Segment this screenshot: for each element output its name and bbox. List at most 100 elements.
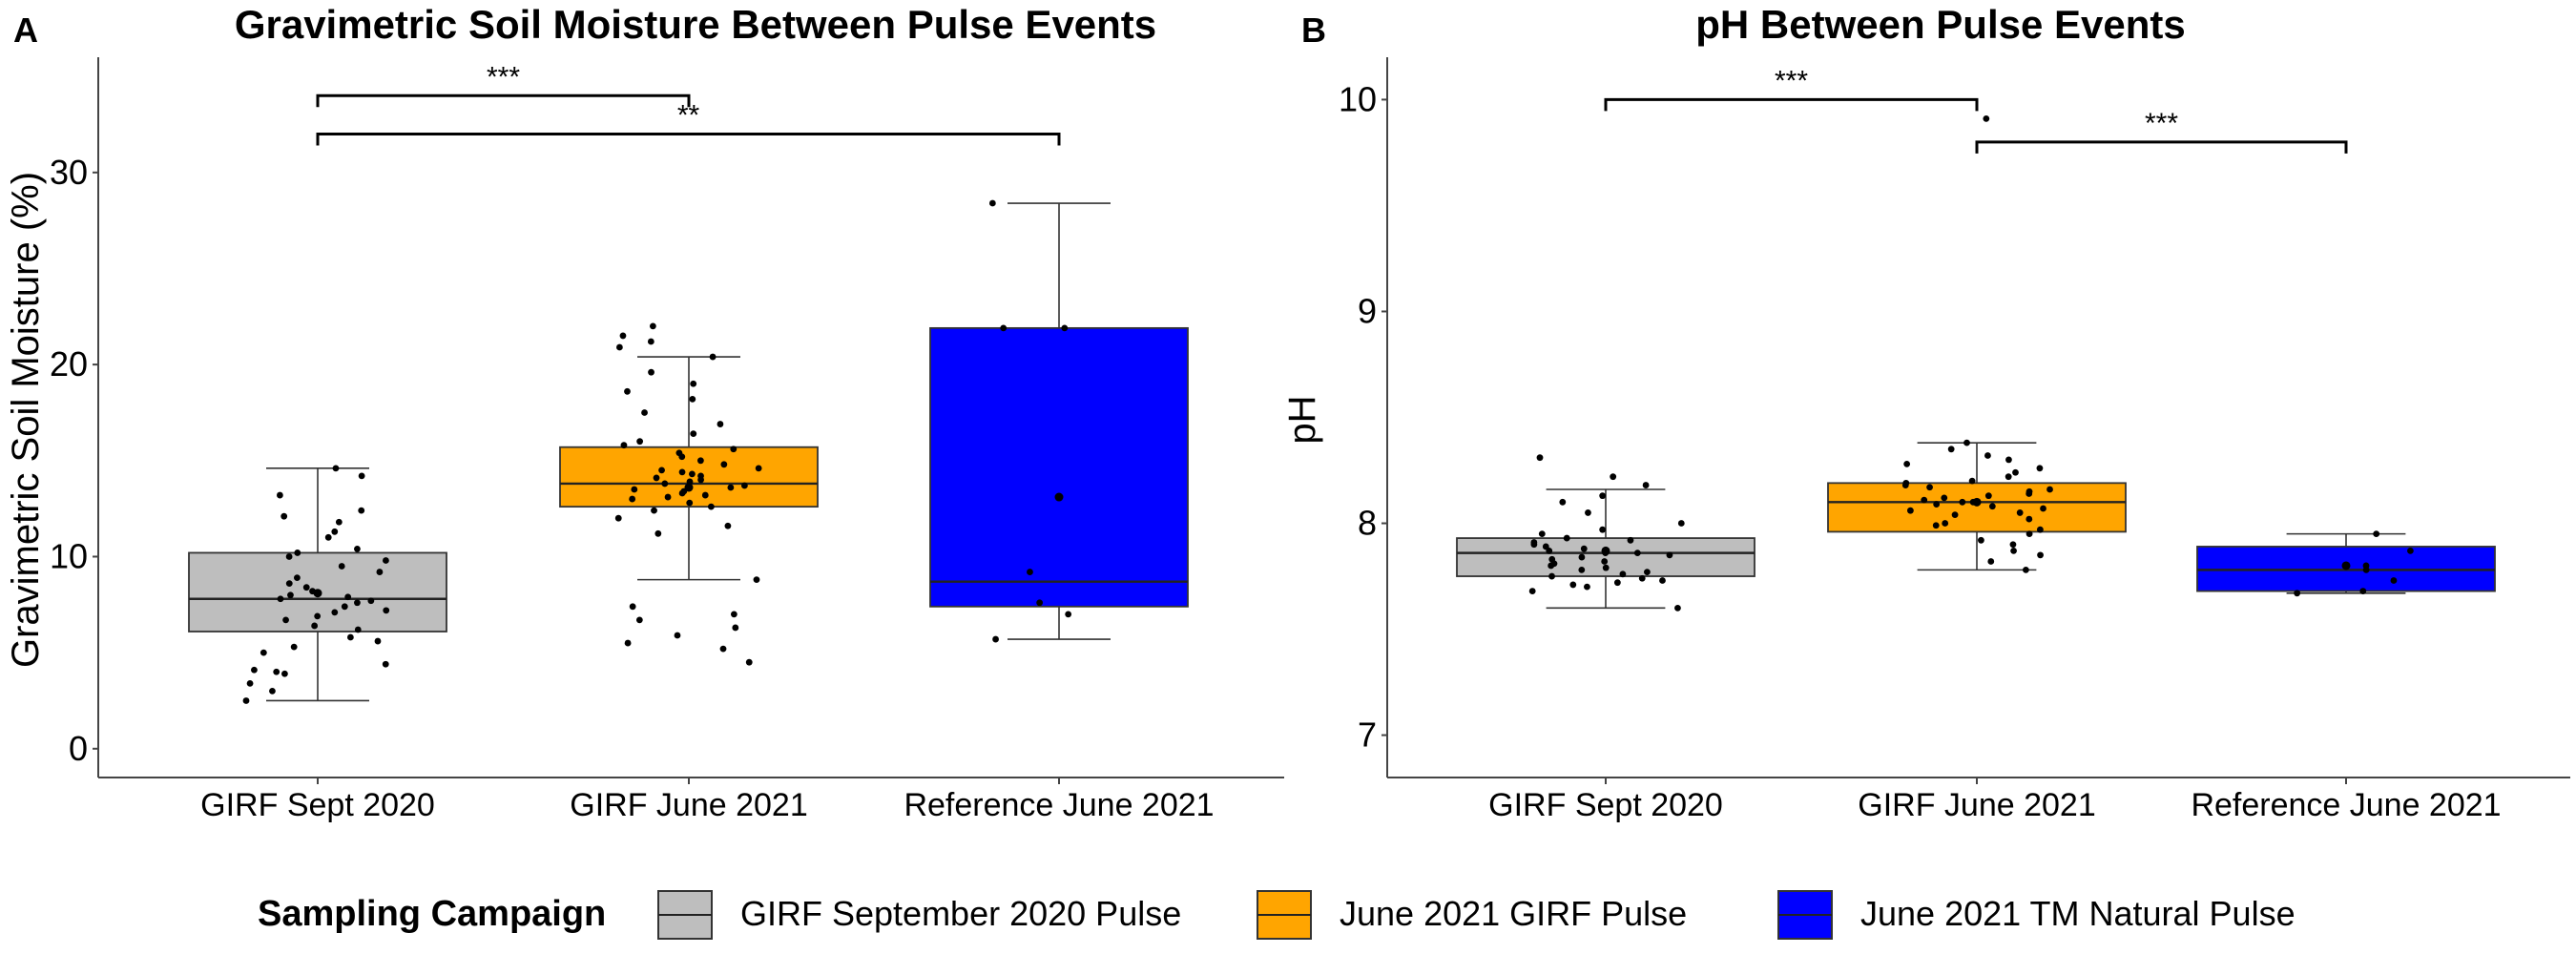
- data-point: [1548, 572, 1555, 580]
- data-point: [1036, 599, 1044, 607]
- data-point: [732, 624, 739, 632]
- data-point: [755, 465, 762, 472]
- data-point: [280, 512, 288, 520]
- data-point: [1984, 452, 1991, 459]
- box-group: [559, 322, 819, 666]
- x-tick-label: GIRF Sept 2020: [200, 787, 435, 823]
- data-point: [383, 607, 390, 614]
- data-point: [1926, 484, 1933, 491]
- legend-key-gray: [657, 890, 713, 940]
- data-point: [620, 442, 628, 449]
- data-point: [1065, 611, 1072, 618]
- data-point: [661, 480, 669, 487]
- data-point: [1584, 583, 1590, 591]
- x-tick-label: GIRF June 2021: [570, 787, 807, 823]
- data-point: [614, 514, 622, 522]
- data-point: [1921, 496, 1928, 504]
- legend: Sampling Campaign GIRF September 2020 Pu…: [258, 890, 2296, 940]
- data-point: [1987, 558, 1995, 565]
- data-point: [674, 632, 681, 639]
- data-point: [1932, 522, 1940, 529]
- y-tick-label: 0: [69, 729, 88, 768]
- data-point: [686, 499, 694, 507]
- data-point: [1903, 460, 1911, 467]
- data-point: [2362, 562, 2370, 570]
- data-point: [2037, 551, 2044, 559]
- data-point: [332, 465, 340, 472]
- data-point: [287, 591, 294, 599]
- data-point: [1666, 551, 1673, 559]
- data-point: [689, 470, 696, 478]
- data-point: [344, 593, 352, 601]
- data-point: [641, 409, 648, 416]
- box-group: [188, 465, 447, 704]
- bracket-line: [316, 93, 691, 108]
- data-point: [2025, 487, 2033, 495]
- significance-bracket: ***: [1975, 108, 2348, 154]
- data-point: [2016, 509, 2024, 516]
- data-point: [354, 599, 361, 607]
- data-point: [745, 658, 753, 666]
- data-point: [358, 507, 365, 514]
- data-point: [2012, 468, 2019, 476]
- data-point: [314, 612, 322, 620]
- data-point: [636, 438, 644, 446]
- data-point: [302, 584, 310, 591]
- data-point: [367, 597, 375, 605]
- data-point: [1988, 503, 1996, 510]
- data-point: [290, 643, 298, 651]
- data-point: [1978, 536, 1984, 544]
- significance-bracket: ***: [1604, 65, 1979, 112]
- data-point: [727, 484, 735, 491]
- data-point: [709, 353, 717, 361]
- data-point: [701, 491, 709, 499]
- data-point: [1969, 498, 1977, 506]
- data-point: [281, 670, 288, 677]
- data-point: [2040, 505, 2046, 512]
- plot-panel-a: 0 10 20 30 GIRF Sept 2020 GIRF June 2021 Refer…: [50, 57, 1284, 823]
- box-group: [1456, 454, 1755, 612]
- data-point: [1536, 454, 1544, 462]
- y-axis-label-a: Gravimetric Soil Moisture (%): [5, 172, 47, 668]
- data-point: [615, 343, 623, 351]
- data-point: [720, 461, 728, 468]
- data-point: [1642, 482, 1650, 488]
- data-point: [635, 616, 643, 624]
- bracket-line: [1975, 140, 2348, 154]
- data-point: [649, 322, 656, 330]
- data-point: [1585, 509, 1591, 516]
- y-tick-label: 30: [50, 153, 88, 192]
- y-tick-label: 10: [50, 536, 88, 575]
- x-tick-label: Reference June 2021: [2191, 787, 2501, 823]
- data-point: [1061, 324, 1069, 332]
- data-point: [619, 332, 627, 340]
- data-point: [1027, 569, 1033, 575]
- data-point: [277, 595, 284, 603]
- data-point: [2005, 456, 2012, 464]
- data-point: [1580, 545, 1588, 552]
- data-point: [653, 474, 660, 482]
- data-point: [1528, 588, 1536, 594]
- data-point: [2009, 541, 2017, 549]
- data-point: [690, 430, 697, 438]
- data-point: [690, 380, 697, 387]
- data-point: [689, 395, 696, 403]
- data-point: [1602, 564, 1610, 571]
- y-tick-label: 10: [1339, 79, 1377, 118]
- data-point: [1659, 577, 1666, 584]
- data-point: [1983, 114, 1990, 122]
- data-point: [246, 679, 254, 687]
- data-point: [1677, 520, 1685, 527]
- data-point: [1633, 550, 1641, 557]
- data-point: [686, 478, 694, 486]
- data-point: [1968, 477, 1976, 485]
- data-point: [1542, 543, 1549, 550]
- data-point: [2025, 530, 2033, 538]
- mean-point: [684, 483, 694, 492]
- data-point: [1000, 324, 1008, 332]
- data-point: [2005, 473, 2012, 481]
- x-tick-label: GIRF Sept 2020: [1488, 787, 1723, 823]
- data-point: [354, 626, 362, 633]
- data-point: [282, 616, 289, 624]
- bracket-line: [316, 133, 1061, 146]
